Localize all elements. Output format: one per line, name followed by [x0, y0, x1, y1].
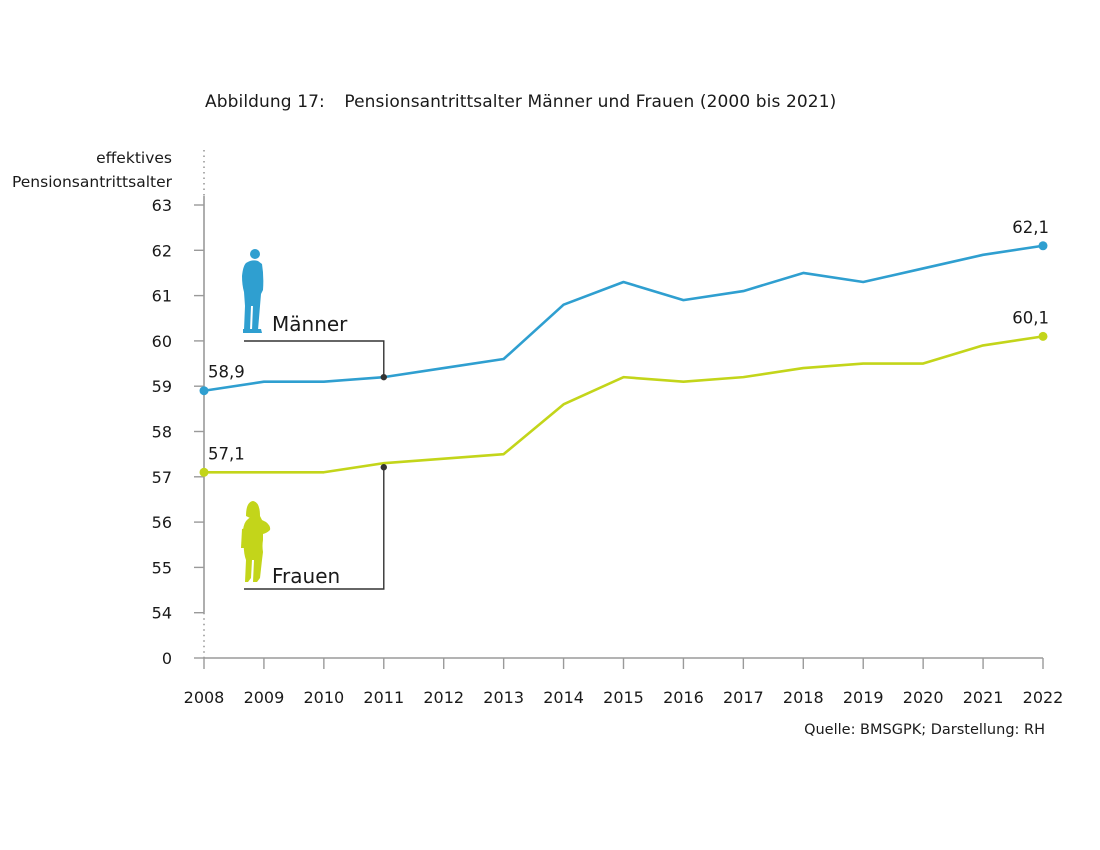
- x-tick-label: 2012: [423, 688, 464, 707]
- x-tick-label: 2009: [244, 688, 285, 707]
- x-tick-label: 2017: [723, 688, 764, 707]
- data-point-frauen: [199, 467, 209, 477]
- legend-label-maenner: Männer: [272, 312, 348, 336]
- y-tick-label: 60: [152, 332, 172, 351]
- legend-leader-frauen: [244, 467, 385, 590]
- figure-caption: Abbildung 17: Pensionsantrittsalter Männ…: [205, 92, 836, 112]
- x-tick-label: 2021: [963, 688, 1004, 707]
- y-tick-label: 63: [152, 196, 172, 215]
- data-point-frauen: [1038, 331, 1048, 341]
- data-point-maenner: [1038, 241, 1048, 251]
- y-axis-label-line2: Pensionsantrittsalter: [11, 173, 172, 191]
- legend-leader-maenner: [244, 340, 385, 378]
- man-silhouette-icon: [242, 249, 264, 333]
- data-label-maenner: 58,9: [208, 363, 245, 382]
- x-tick-label: 2010: [303, 688, 344, 707]
- data-label-maenner: 62,1: [1012, 218, 1049, 237]
- x-tick-label: 2015: [603, 688, 644, 707]
- y-axis-label-line1: effektives: [96, 149, 172, 167]
- y-tick-label: 58: [152, 423, 172, 442]
- figure-number: Abbildung 17:: [205, 92, 325, 112]
- x-tick-label: 2014: [543, 688, 584, 707]
- x-tick-label: 2022: [1023, 688, 1064, 707]
- y-tick-label: 59: [152, 377, 172, 396]
- y-tick-label: 61: [152, 287, 172, 306]
- y-tick-label: 62: [152, 241, 172, 260]
- x-tick-label: 2016: [663, 688, 704, 707]
- data-label-frauen: 60,1: [1012, 308, 1049, 327]
- figure-title: Pensionsantrittsalter Männer und Frauen …: [344, 92, 837, 112]
- x-tick-label: 2018: [783, 688, 824, 707]
- woman-silhouette-icon: [241, 501, 271, 582]
- data-point-maenner: [199, 386, 209, 396]
- x-tick-label: 2020: [903, 688, 944, 707]
- x-tick-label: 2013: [483, 688, 524, 707]
- y-tick-label: 0: [162, 649, 172, 668]
- data-label-frauen: 57,1: [208, 444, 245, 463]
- x-tick-label: 2011: [363, 688, 404, 707]
- source-note: Quelle: BMSGPK; Darstellung: RH: [804, 722, 1045, 738]
- y-tick-label: 57: [152, 468, 172, 487]
- series-line-frauen: [204, 335, 1044, 474]
- x-tick-label: 2019: [843, 688, 884, 707]
- legend-label-frauen: Frauen: [272, 564, 340, 588]
- x-tick-label: 2008: [184, 688, 225, 707]
- y-tick-label: 56: [152, 513, 172, 532]
- y-tick-label: 55: [152, 558, 172, 577]
- legend-anchor-dot-frauen: [380, 464, 387, 471]
- y-axis-label: effektives Pensionsantrittsalter: [12, 146, 172, 194]
- y-tick-label: 54: [152, 604, 172, 623]
- legend-anchor-dot-maenner: [380, 373, 387, 381]
